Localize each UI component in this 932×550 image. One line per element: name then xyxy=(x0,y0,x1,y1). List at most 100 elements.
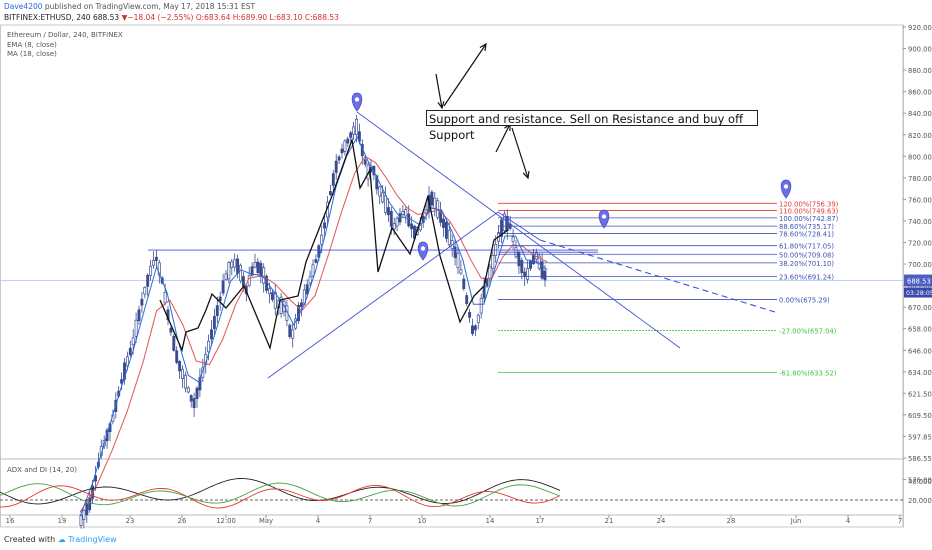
y-tick-label: 720.00 xyxy=(908,240,932,248)
x-tick-label: 17 xyxy=(536,517,545,525)
y-tick-label: 820.00 xyxy=(908,132,932,140)
x-tick-label: 12:00 xyxy=(216,517,236,525)
fib-level-label: 38.20%(701.10) xyxy=(779,260,834,268)
legend-ema[interactable]: EMA (8, close) xyxy=(7,40,57,49)
symbol-name[interactable]: BITFINEX:ETHUSD, 240 xyxy=(4,13,91,22)
publisher-name[interactable]: Dave4200 xyxy=(4,2,43,11)
candle xyxy=(85,503,89,516)
candle xyxy=(384,195,387,213)
candle xyxy=(473,325,477,331)
candle xyxy=(500,219,503,237)
y-tick-label: 760.00 xyxy=(908,196,932,204)
candle xyxy=(444,221,448,239)
candle xyxy=(471,325,474,334)
fib-level-label: 78.60%(728.41) xyxy=(779,230,834,238)
candle xyxy=(212,316,216,329)
candle xyxy=(175,350,179,363)
candle xyxy=(523,271,527,278)
plot-frame xyxy=(0,24,904,528)
candle xyxy=(189,395,193,402)
tradingview-brand[interactable]: TradingView xyxy=(68,535,117,544)
y-tick-label: 646.00 xyxy=(908,347,932,355)
arrow-down-2-head xyxy=(522,170,530,180)
candle xyxy=(476,314,480,324)
descending-trend-line xyxy=(356,111,681,349)
candle xyxy=(401,211,405,216)
candle xyxy=(378,186,382,197)
candle xyxy=(352,126,356,135)
publish-text: published on TradingView.com, May 17, 20… xyxy=(44,2,256,11)
candle xyxy=(340,148,344,154)
ma-18-line xyxy=(79,155,548,513)
candle xyxy=(502,213,506,231)
candle xyxy=(157,262,161,276)
y-tick-label: 621.50 xyxy=(908,390,932,398)
candle xyxy=(323,222,327,229)
adx-indicator-label[interactable]: ADX and DI (14, 20) xyxy=(7,466,77,474)
candle xyxy=(456,252,460,269)
candle xyxy=(314,259,318,263)
arrow-up-2 xyxy=(495,123,511,153)
candle xyxy=(433,197,437,209)
candle xyxy=(447,229,451,246)
x-tick-label: 7 xyxy=(368,517,372,525)
fib-level-label: -61.80%(633.52) xyxy=(779,370,837,378)
countdown-label: 03:28:05 xyxy=(906,290,932,297)
dashed-projection-line xyxy=(539,239,776,313)
candle xyxy=(279,296,283,314)
annotation-callout[interactable]: Support and resistance. Sell on Resistan… xyxy=(426,110,758,142)
candle xyxy=(398,213,402,223)
candle xyxy=(418,223,422,231)
candle xyxy=(334,160,338,173)
candle xyxy=(88,497,92,511)
candle xyxy=(181,368,184,379)
candle xyxy=(305,284,309,295)
x-tick-label: 21 xyxy=(605,517,614,525)
candle xyxy=(328,191,332,196)
candle xyxy=(186,387,190,393)
x-tick-label: 10 xyxy=(418,517,427,525)
legend-ma[interactable]: MA (18, close) xyxy=(7,50,57,58)
adx-tick-label: 20.0000 xyxy=(908,497,932,505)
map-pin-icon-dot xyxy=(420,246,426,251)
candle xyxy=(152,260,155,266)
map-pin-icon xyxy=(780,179,792,199)
x-tick-label: 23 xyxy=(126,517,135,525)
di-minus-line xyxy=(0,484,561,509)
candle xyxy=(375,175,379,190)
candle xyxy=(128,347,132,356)
candle xyxy=(273,292,277,309)
y-tick-label: 900.00 xyxy=(908,46,932,54)
y-tick-label: 740.00 xyxy=(908,218,932,226)
candle xyxy=(520,260,524,274)
adx-tick-label: 40.0000 xyxy=(908,478,932,486)
x-tick-label: 26 xyxy=(178,517,187,525)
candle xyxy=(511,236,515,243)
candle xyxy=(320,234,324,245)
candle xyxy=(172,336,176,351)
candle xyxy=(233,259,237,268)
current-price-badge xyxy=(904,274,932,287)
x-tick-label: 19 xyxy=(58,517,67,525)
candle xyxy=(389,210,393,227)
candle xyxy=(529,260,532,269)
candle xyxy=(149,265,153,276)
footer: Created with ☁ TradingView xyxy=(4,535,117,544)
candle xyxy=(154,256,158,261)
y-tick-label: 860.00 xyxy=(908,89,932,97)
candle xyxy=(404,209,408,217)
candle xyxy=(479,298,483,314)
x-tick-label: 16 xyxy=(6,517,15,525)
fib-level-label: 61.80%(717.05) xyxy=(779,243,834,251)
arrow-down-1 xyxy=(435,73,443,109)
candle xyxy=(299,302,303,307)
candle xyxy=(123,362,126,380)
y-tick-label: 576.00 xyxy=(908,477,932,485)
x-tick-label: Jun xyxy=(790,517,802,525)
candle xyxy=(140,298,144,306)
candle xyxy=(192,398,196,409)
candle xyxy=(491,254,495,269)
candle xyxy=(349,132,353,138)
